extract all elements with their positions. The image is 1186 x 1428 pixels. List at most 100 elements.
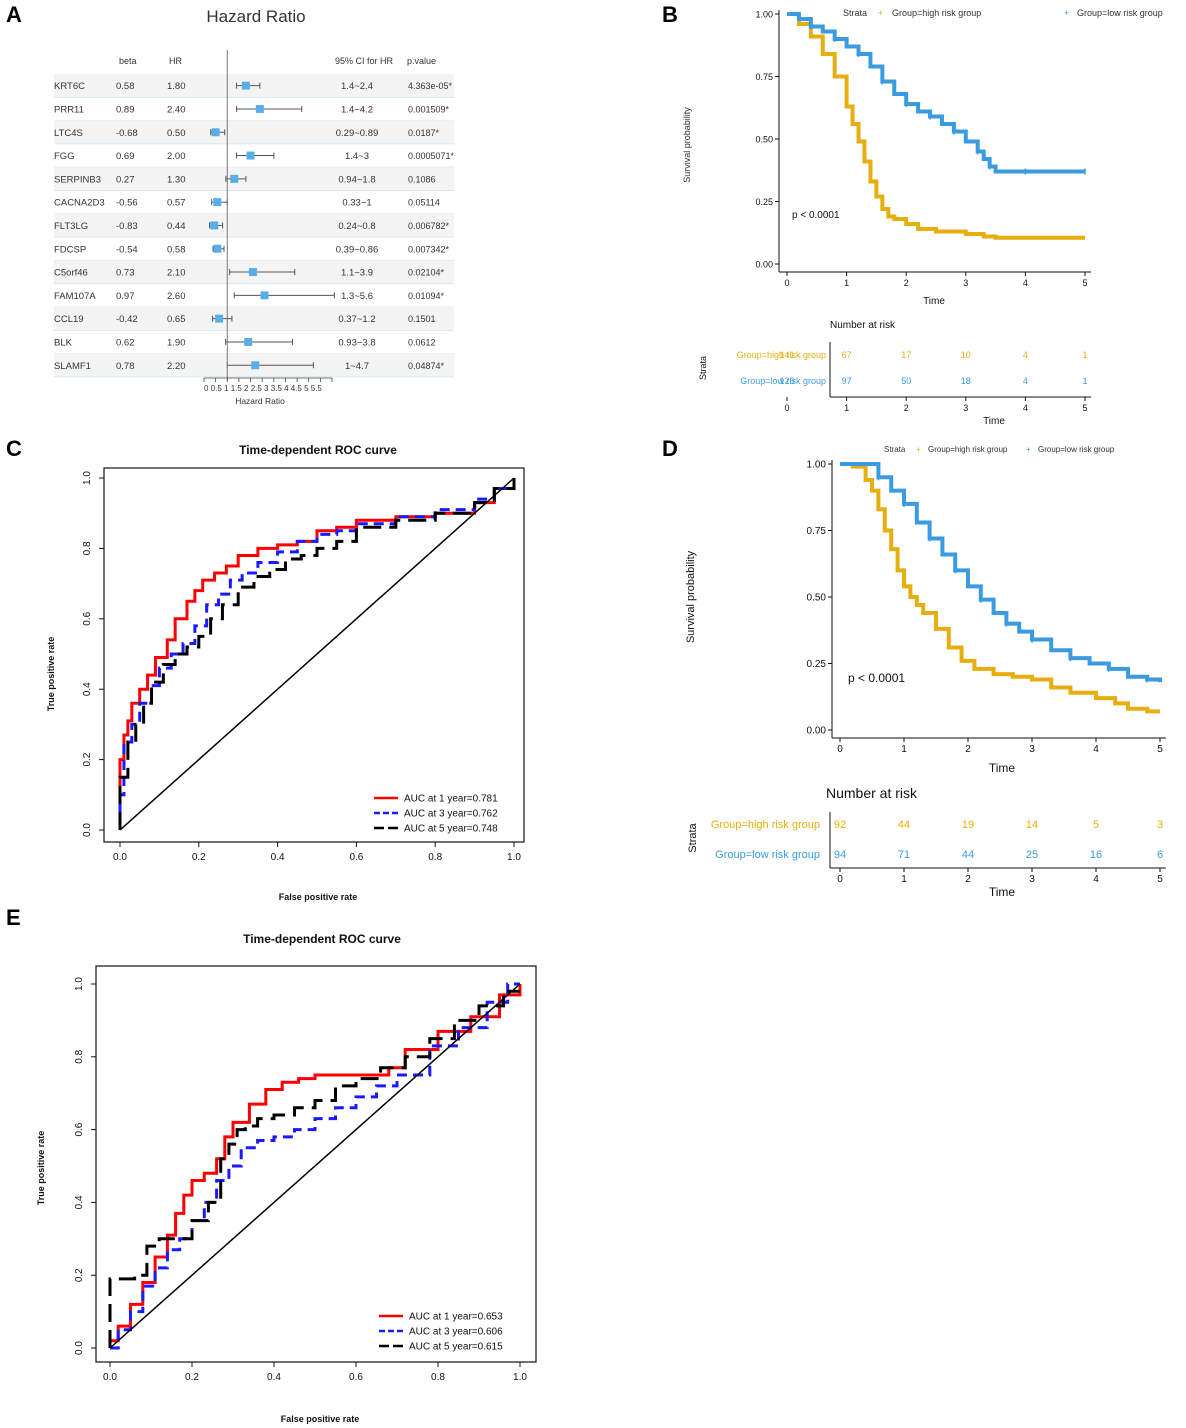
km-x-tick-label: 3 xyxy=(1029,744,1035,755)
roc-curve-1-year xyxy=(118,478,516,830)
km-d-risk-xlabel: Time xyxy=(989,885,1016,899)
roc-legend-label: AUC at 3 year=0.606 xyxy=(409,1327,503,1338)
roc-plot-frame xyxy=(103,467,525,843)
km-d-risk-high-label: Group=high risk group xyxy=(711,819,820,831)
forest-plot: Hazard Ratio beta HR 95% CI for HR p.val… xyxy=(54,7,455,406)
km-risk-low-count: 6 xyxy=(1157,849,1163,861)
forest-ci-value: 0.93~3.8 xyxy=(338,337,375,348)
forest-ci-value: 1.4~2.4 xyxy=(341,81,373,92)
forest-gene-label: FGG xyxy=(54,151,75,162)
roc-legend-label: AUC at 5 year=0.615 xyxy=(409,1342,503,1353)
km-d-xlabel: Time xyxy=(989,761,1016,775)
km-y-tick-label: 0.75 xyxy=(807,526,827,537)
km-curve-high-risk xyxy=(787,12,1085,240)
forest-ci-value: 1.3~5.6 xyxy=(341,291,373,302)
roc-y-tick-label: 0.6 xyxy=(82,611,93,625)
km-x-tick-label: 1 xyxy=(844,278,849,288)
roc-curve-5-year xyxy=(108,989,520,1348)
forest-hr-marker xyxy=(213,198,222,207)
forest-gene-label: FDCSP xyxy=(54,244,86,255)
forest-beta-value: 0.89 xyxy=(116,104,135,115)
km-risk-x-tick-label: 0 xyxy=(837,874,843,885)
roc-curve-1-year xyxy=(110,984,522,1343)
forest-col-p: p.value xyxy=(407,56,436,66)
km-risk-x-tick-label: 0 xyxy=(784,403,789,413)
forest-beta-value: -0.68 xyxy=(116,128,138,139)
forest-pvalue: 4.363e-05* xyxy=(408,81,453,91)
roc-x-tick-label: 0.8 xyxy=(431,1372,445,1383)
forest-ci-value: 0.37~1.2 xyxy=(338,314,375,325)
panel-letter-a: A xyxy=(6,2,22,27)
forest-beta-value: 0.27 xyxy=(116,174,135,185)
forest-hr-value: 0.57 xyxy=(167,198,186,209)
km-y-tick-label: 0.75 xyxy=(755,72,773,82)
roc-y-tick-label: 0.0 xyxy=(74,1341,85,1355)
forest-pvalue: 0.1086 xyxy=(408,174,436,184)
km-risk-low-count: 50 xyxy=(901,376,911,386)
roc-legend-label: AUC at 1 year=0.653 xyxy=(409,1312,503,1323)
km-d-pvalue: p < 0.0001 xyxy=(848,671,905,685)
roc-y-tick-label: 0.2 xyxy=(74,1268,85,1282)
km-d-ylabel: Survival probability xyxy=(685,550,697,643)
km-risk-x-tick-label: 2 xyxy=(965,874,971,885)
forest-beta-value: 0.62 xyxy=(116,337,135,348)
forest-ci-value: 1.4~3 xyxy=(345,151,369,162)
roc-y-tick-label: 1.0 xyxy=(74,977,85,991)
km-d-legend-high-marker: + xyxy=(916,445,921,454)
km-x-tick-label: 3 xyxy=(963,278,968,288)
panel-letter-b: B xyxy=(662,2,678,27)
roc-y-tick-label: 0.8 xyxy=(74,1049,85,1063)
km-risk-low-count: 16 xyxy=(1090,849,1102,861)
forest-hr-marker xyxy=(211,128,220,137)
roc-legend-label: AUC at 1 year=0.781 xyxy=(404,794,498,805)
forest-pvalue: 0.006782* xyxy=(408,221,450,231)
forest-hr-value: 1.90 xyxy=(167,337,186,348)
km-risk-high-count: 10 xyxy=(961,350,971,360)
km-risk-high-count: 14 xyxy=(1026,819,1038,831)
forest-hr-value: 1.80 xyxy=(167,81,186,92)
forest-gene-label: LTC4S xyxy=(54,128,83,139)
forest-beta-value: -0.54 xyxy=(116,244,138,255)
km-y-tick-label: 0.50 xyxy=(807,593,827,604)
forest-pvalue: 0.01094* xyxy=(408,291,445,301)
roc-x-tick-label: 0.4 xyxy=(267,1372,281,1383)
km-risk-x-tick-label: 2 xyxy=(904,403,909,413)
forest-pvalue: 0.001509* xyxy=(408,104,450,114)
roc-x-tick-label: 0.8 xyxy=(428,852,442,863)
panel-letter-e: E xyxy=(6,905,21,930)
km-risk-x-tick-label: 5 xyxy=(1082,403,1087,413)
km-b-risk-xlabel: Time xyxy=(983,416,1005,427)
forest-hr-value: 0.50 xyxy=(167,128,186,139)
forest-hr-marker xyxy=(246,151,255,160)
forest-beta-value: -0.56 xyxy=(116,198,138,209)
roc-x-tick-label: 1.0 xyxy=(507,852,521,863)
roc-e-ylabel: True positive rate xyxy=(36,1131,46,1206)
forest-pvalue: 0.007342* xyxy=(408,244,450,254)
forest-ci-value: 0.29~0.89 xyxy=(336,128,379,139)
forest-gene-label: FAM107A xyxy=(54,291,96,302)
km-d-legend-low: Group=low risk group xyxy=(1038,445,1115,454)
forest-row-band xyxy=(54,213,454,238)
roc-chart-c: Time-dependent ROC curve True positive r… xyxy=(46,443,525,902)
km-b-legend-strata: Strata xyxy=(843,8,867,18)
forest-hr-marker xyxy=(260,291,269,300)
forest-pvalue: 0.02104* xyxy=(408,268,445,278)
km-d-risk-low-label: Group=low risk group xyxy=(715,849,820,861)
km-risk-x-tick-label: 5 xyxy=(1157,874,1163,885)
km-risk-high-count: 67 xyxy=(842,350,852,360)
km-curve-low-risk xyxy=(787,12,1085,174)
forest-row-band xyxy=(54,307,454,331)
forest-ci-value: 0.94~1.8 xyxy=(338,174,375,185)
forest-col-hr: HR xyxy=(169,56,182,66)
forest-hr-value: 2.00 xyxy=(167,151,186,162)
km-y-tick-label: 0.50 xyxy=(755,135,773,145)
roc-c-xlabel: False positive rate xyxy=(279,892,358,902)
roc-curve-3-year xyxy=(110,982,520,1350)
roc-x-tick-label: 1.0 xyxy=(513,1372,527,1383)
km-risk-high-count: 1 xyxy=(1082,350,1087,360)
forest-hr-marker xyxy=(213,244,222,253)
roc-reference-diagonal xyxy=(109,983,521,1349)
forest-col-beta: beta xyxy=(119,56,137,66)
km-b-ylabel: Survival probability xyxy=(682,107,692,183)
forest-gene-label: CACNA2D3 xyxy=(54,198,105,209)
